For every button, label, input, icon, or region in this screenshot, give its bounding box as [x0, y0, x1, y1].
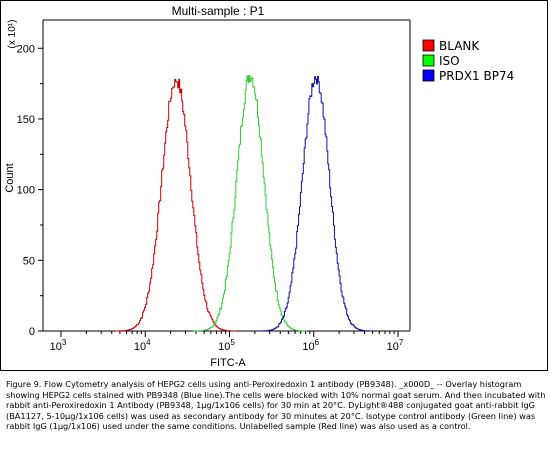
- x-axis-ticks: 103 104 105 106 107: [50, 331, 404, 353]
- y-axis-label: Count: [4, 163, 16, 192]
- x-tick-label: 106: [302, 338, 319, 353]
- figure-frame: [0, 0, 548, 371]
- series-curve-iso: [193, 75, 308, 332]
- x-tick-label: 103: [50, 338, 67, 353]
- legend-swatch: [422, 39, 435, 52]
- legend-swatch: [422, 69, 435, 82]
- series-curve-prdx1-bp74: [258, 76, 373, 332]
- figure-caption: Figure 9. Flow Cytometry analysis of HEP…: [6, 379, 546, 432]
- y-tick-label: 200: [17, 43, 35, 55]
- y-tick-label: 150: [17, 114, 35, 126]
- legend-label: BLANK: [439, 39, 480, 53]
- histogram-series: [115, 75, 373, 332]
- legend-label: ISO: [439, 54, 460, 68]
- y-axis-multiplier: (x 10¹): [7, 20, 18, 49]
- legend-swatch: [422, 54, 435, 67]
- series-curve-blank: [115, 78, 236, 332]
- chart-title: Multi-sample : P1: [172, 4, 265, 18]
- x-tick-label: 104: [134, 338, 151, 353]
- x-axis-label: FITC-A: [210, 357, 246, 369]
- flow-cytometry-histogram: Multi-sample : P1 0 50 100 150 200 103 104 105…: [4, 4, 514, 369]
- y-tick-label: 0: [29, 326, 35, 338]
- x-tick-label: 107: [387, 338, 404, 353]
- y-tick-label: 100: [17, 185, 35, 197]
- x-tick-label: 105: [218, 338, 235, 353]
- y-axis-ticks: 0 50 100 150 200: [17, 43, 43, 338]
- y-tick-label: 50: [23, 255, 35, 267]
- legend-label: PRDX1 BP74: [439, 69, 514, 83]
